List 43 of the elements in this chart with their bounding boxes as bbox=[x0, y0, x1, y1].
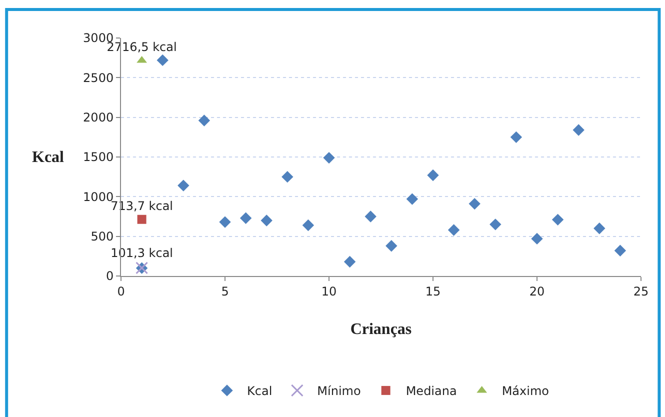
point bbox=[614, 244, 626, 256]
x-tick-label: 10 bbox=[321, 284, 337, 298]
point bbox=[448, 224, 460, 236]
x-tick-label: 0 bbox=[117, 284, 125, 298]
legend-label: Kcal bbox=[247, 384, 272, 398]
point bbox=[490, 218, 502, 230]
y-tick-label: 2000 bbox=[83, 110, 114, 125]
x-axis-title: Crianças bbox=[350, 321, 412, 338]
point bbox=[323, 152, 335, 164]
y-tick-label: 500 bbox=[90, 230, 114, 244]
point bbox=[552, 214, 564, 226]
y-tick-label: 1000 bbox=[83, 190, 114, 204]
point bbox=[302, 219, 314, 232]
point bbox=[219, 216, 231, 228]
point bbox=[594, 222, 606, 234]
y-tick-label: 1500 bbox=[83, 150, 114, 164]
point bbox=[406, 193, 418, 205]
x-tick-label: 20 bbox=[529, 284, 545, 298]
point bbox=[136, 56, 147, 63]
legend-label: Mediana bbox=[406, 384, 457, 398]
point bbox=[364, 210, 376, 222]
legend-label: Mínimo bbox=[317, 384, 361, 398]
point bbox=[240, 212, 252, 224]
point bbox=[137, 214, 146, 224]
point bbox=[282, 170, 294, 183]
y-tick-label: 2500 bbox=[83, 70, 114, 85]
point bbox=[427, 169, 439, 182]
point bbox=[260, 214, 272, 226]
point bbox=[178, 180, 190, 192]
legend-label: Máximo bbox=[502, 384, 550, 398]
point bbox=[572, 124, 584, 136]
point bbox=[344, 256, 356, 268]
x-tick-label: 15 bbox=[425, 284, 441, 298]
point bbox=[156, 54, 168, 66]
point bbox=[386, 240, 398, 252]
x-tick-label: 25 bbox=[633, 284, 649, 298]
point bbox=[510, 131, 522, 144]
point bbox=[468, 198, 480, 210]
y-axis-title: Kcal bbox=[32, 149, 65, 166]
point bbox=[531, 232, 543, 245]
point bbox=[198, 114, 210, 126]
y-tick-label: 0 bbox=[106, 269, 114, 284]
x-tick-label: 5 bbox=[221, 284, 229, 298]
